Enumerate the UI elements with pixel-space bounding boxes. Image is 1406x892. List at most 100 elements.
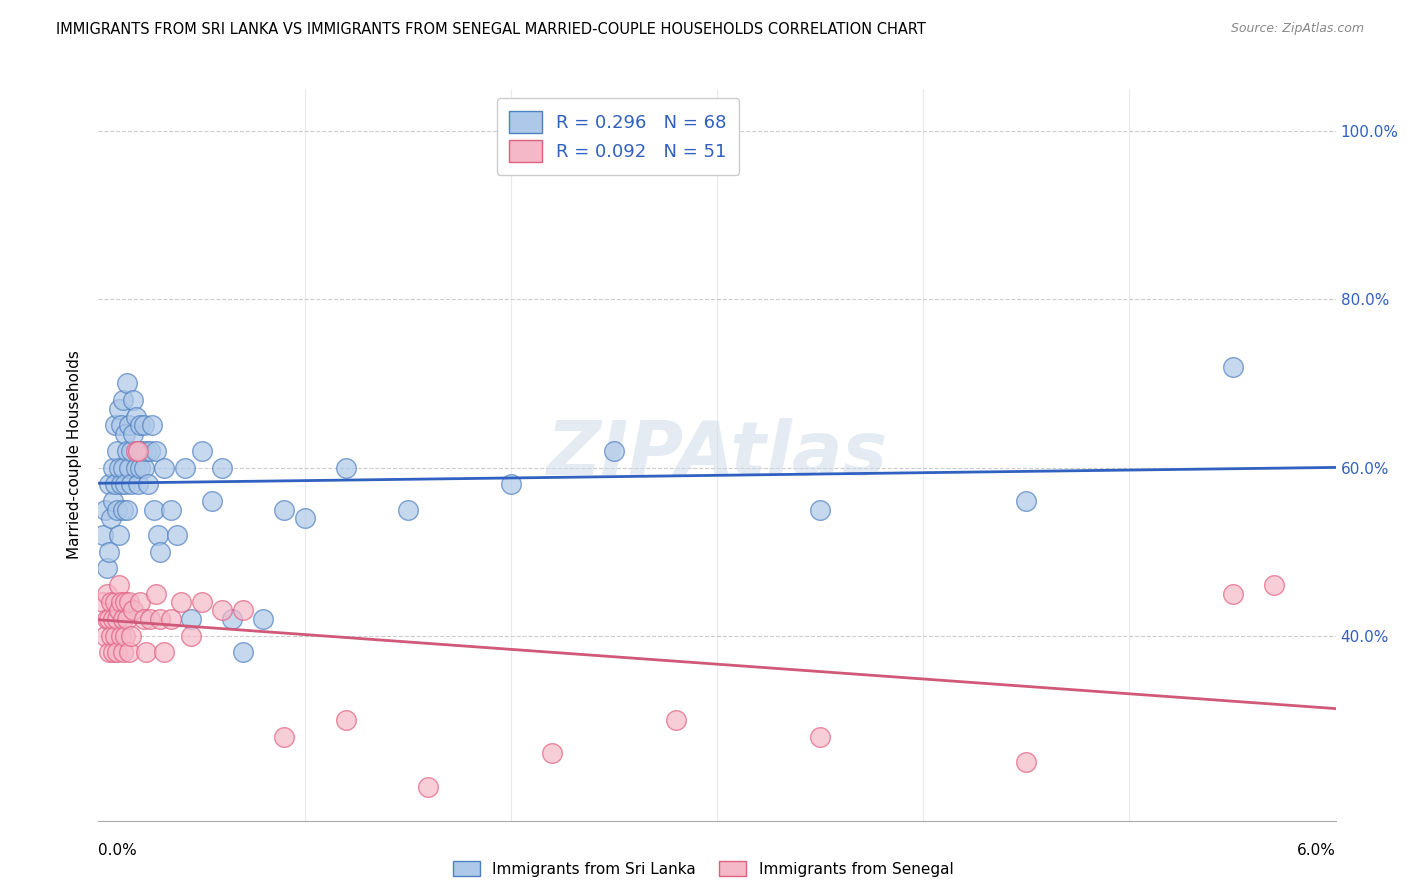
Point — [96, 612, 118, 626]
Point — [117, 376, 139, 391]
Point — [108, 578, 131, 592]
Point — [131, 443, 153, 458]
Point — [127, 443, 149, 458]
Point — [110, 477, 132, 491]
Point — [221, 612, 243, 626]
Point — [110, 595, 132, 609]
Point — [101, 645, 124, 659]
Point — [145, 587, 167, 601]
Point — [108, 603, 131, 617]
Point — [122, 603, 145, 617]
Point — [124, 460, 146, 475]
Text: Source: ZipAtlas.com: Source: ZipAtlas.com — [1230, 22, 1364, 36]
Point — [104, 477, 127, 491]
Point — [117, 502, 139, 516]
Point — [132, 612, 155, 626]
Point — [105, 502, 128, 516]
Point — [252, 612, 274, 626]
Point — [118, 645, 141, 659]
Point — [499, 477, 522, 491]
Point — [100, 629, 122, 643]
Text: IMMIGRANTS FROM SRI LANKA VS IMMIGRANTS FROM SENEGAL MARRIED-COUPLE HOUSEHOLDS C: IMMIGRANTS FROM SRI LANKA VS IMMIGRANTS … — [56, 22, 927, 37]
Point — [104, 595, 127, 609]
Point — [1015, 494, 1038, 508]
Point — [101, 612, 124, 626]
Point — [105, 612, 128, 626]
Point — [148, 528, 170, 542]
Point — [190, 595, 212, 609]
Point — [153, 645, 176, 659]
Point — [1222, 587, 1244, 601]
Point — [122, 393, 145, 408]
Point — [153, 460, 176, 475]
Point — [135, 443, 157, 458]
Point — [110, 629, 132, 643]
Point — [105, 645, 128, 659]
Point — [132, 418, 155, 433]
Point — [603, 443, 626, 458]
Point — [101, 494, 124, 508]
Point — [114, 629, 136, 643]
Point — [112, 460, 135, 475]
Point — [166, 528, 188, 542]
Point — [1263, 578, 1285, 592]
Point — [118, 418, 141, 433]
Point — [104, 418, 127, 433]
Point — [112, 502, 135, 516]
Point — [104, 629, 127, 643]
Y-axis label: Married-couple Households: Married-couple Households — [67, 351, 83, 559]
Point — [541, 747, 564, 761]
Point — [91, 595, 114, 609]
Point — [190, 443, 212, 458]
Point — [118, 595, 141, 609]
Text: ZIPAtlas: ZIPAtlas — [547, 418, 887, 491]
Point — [120, 477, 142, 491]
Point — [170, 595, 193, 609]
Point — [97, 477, 120, 491]
Point — [180, 629, 202, 643]
Point — [294, 511, 316, 525]
Point — [232, 645, 254, 659]
Point — [143, 502, 166, 516]
Point — [122, 426, 145, 441]
Point — [808, 730, 831, 744]
Point — [105, 443, 128, 458]
Point — [1015, 755, 1038, 769]
Point — [114, 426, 136, 441]
Point — [112, 393, 135, 408]
Point — [117, 612, 139, 626]
Point — [91, 528, 114, 542]
Point — [159, 612, 181, 626]
Point — [211, 460, 233, 475]
Legend: Immigrants from Sri Lanka, Immigrants from Senegal: Immigrants from Sri Lanka, Immigrants fr… — [444, 853, 962, 884]
Point — [112, 612, 135, 626]
Point — [114, 477, 136, 491]
Point — [149, 612, 172, 626]
Point — [149, 544, 172, 558]
Point — [128, 595, 150, 609]
Point — [101, 460, 124, 475]
Point — [124, 443, 146, 458]
Point — [114, 595, 136, 609]
Point — [335, 460, 357, 475]
Point — [139, 443, 162, 458]
Legend: R = 0.296   N = 68, R = 0.092   N = 51: R = 0.296 N = 68, R = 0.092 N = 51 — [496, 98, 740, 175]
Point — [418, 780, 440, 794]
Point — [1222, 359, 1244, 374]
Point — [124, 410, 146, 425]
Point — [97, 645, 120, 659]
Point — [120, 629, 142, 643]
Point — [112, 645, 135, 659]
Point — [93, 502, 115, 516]
Point — [100, 511, 122, 525]
Point — [100, 595, 122, 609]
Point — [97, 544, 120, 558]
Point — [135, 645, 157, 659]
Point — [273, 730, 295, 744]
Text: 0.0%: 0.0% — [98, 843, 138, 858]
Point — [132, 460, 155, 475]
Point — [174, 460, 197, 475]
Point — [93, 629, 115, 643]
Point — [335, 713, 357, 727]
Point — [159, 502, 181, 516]
